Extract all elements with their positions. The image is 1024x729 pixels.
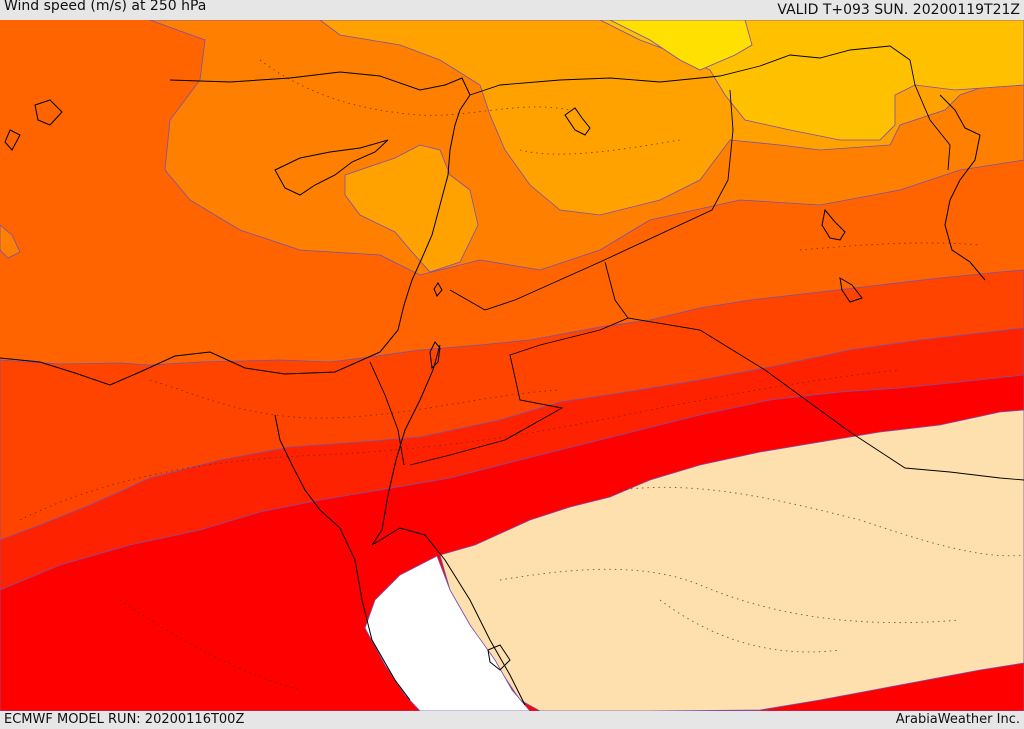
red-sea-arabian-coast xyxy=(371,527,526,706)
saudi-iraq-border xyxy=(627,317,1024,481)
band-orange-west-blob xyxy=(0,224,21,259)
iraq-iran-border xyxy=(914,84,951,171)
political-borders xyxy=(369,45,1024,481)
dotted-contours xyxy=(19,59,1024,691)
dead-sea xyxy=(429,341,441,370)
wind-speed-map[interactable] xyxy=(0,20,1024,711)
egypt-israel-border xyxy=(369,361,405,466)
cyprus-island xyxy=(274,139,389,196)
credit-label: ArabiaWeather Inc. xyxy=(895,712,1020,727)
band-yellow xyxy=(609,20,753,71)
dodecanese-island xyxy=(4,129,21,151)
coastlines xyxy=(0,71,986,706)
levant-coast xyxy=(379,124,456,353)
farasan-island xyxy=(487,644,511,671)
persian-gulf-coast xyxy=(939,94,986,281)
syria-iraq-border xyxy=(449,89,734,311)
egypt-north-coast xyxy=(0,351,381,386)
sinai-gulf-of-suez xyxy=(274,414,411,701)
footer-bar: ECMWF MODEL RUN: 20200116T00Z ArabiaWeat… xyxy=(0,711,1024,729)
band-white-calm xyxy=(364,555,531,711)
sea-of-galilee xyxy=(433,282,443,297)
turkey-syria-border xyxy=(469,45,916,96)
jordan-saudi-border xyxy=(409,261,629,466)
razzaza-lake xyxy=(839,277,863,303)
lake-van xyxy=(564,107,591,136)
band-light-orange-levant xyxy=(344,144,479,273)
turkey-south-coast xyxy=(169,71,471,126)
map-title: Wind speed (m/s) at 250 hPa xyxy=(4,0,207,14)
header-bar: Wind speed (m/s) at 250 hPa VALID T+093 … xyxy=(0,0,1024,20)
lake-tharthar xyxy=(821,208,846,241)
model-run-label: ECMWF MODEL RUN: 20200116T00Z xyxy=(4,712,245,727)
valid-time: VALID T+093 SUN. 20200119T21Z xyxy=(777,2,1020,18)
aegean-island xyxy=(34,99,63,126)
